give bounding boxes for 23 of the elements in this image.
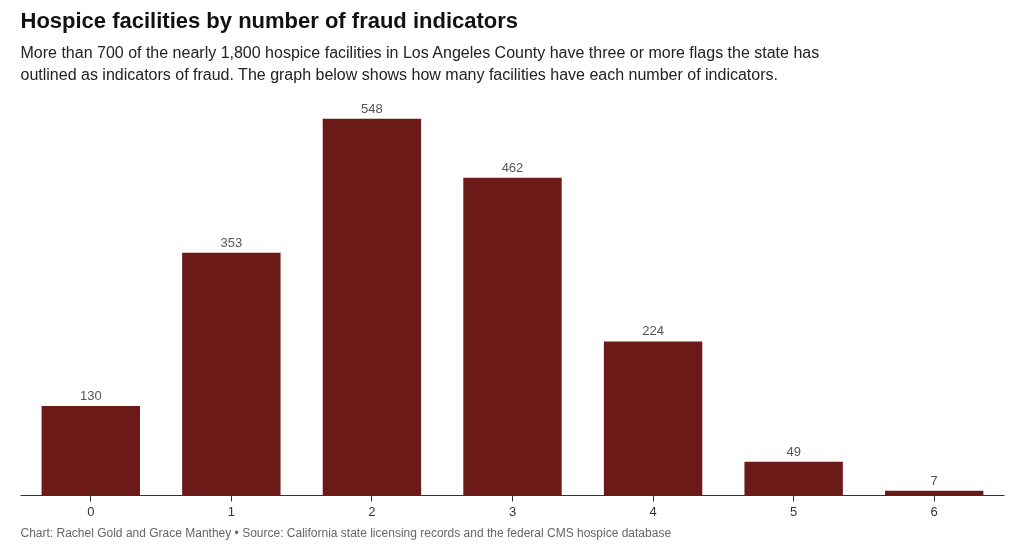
x-tick-label: 6	[930, 503, 938, 519]
x-tick-label: 4	[649, 503, 657, 519]
data-label: 130	[79, 388, 102, 404]
x-tick-label: 1	[227, 503, 235, 519]
data-label: 353	[220, 234, 243, 250]
data-label: 224	[642, 323, 664, 339]
bar	[182, 252, 281, 496]
bar	[744, 461, 843, 496]
x-tick-label: 0	[87, 503, 95, 519]
bar	[603, 341, 703, 496]
data-label: 49	[786, 443, 801, 459]
data-label: 7	[930, 472, 938, 488]
x-tick-label: 2	[368, 503, 376, 519]
text: Chart: Rachel Gold and Grace Manthey • Source: California state licensing records and the federal CMS hospice database	[20, 525, 672, 540]
data-label: 548	[361, 100, 383, 116]
bar	[41, 406, 140, 496]
bar	[463, 177, 562, 496]
chart-subtitle: More than 700 of the nearly 1,800 hospice facilities in Los Angeles County have three or more flags the state has outlined as indicators of fraud. The graph below shows how many facilities have each number of indicators.	[20, 44, 820, 84]
bar	[322, 118, 422, 496]
chart-title: Hospice facilities by number of fraud indicators	[20, 7, 519, 33]
x-tick-label: 3	[508, 503, 517, 519]
x-tick-label: 5	[790, 503, 798, 519]
data-label: 462	[501, 159, 524, 175]
